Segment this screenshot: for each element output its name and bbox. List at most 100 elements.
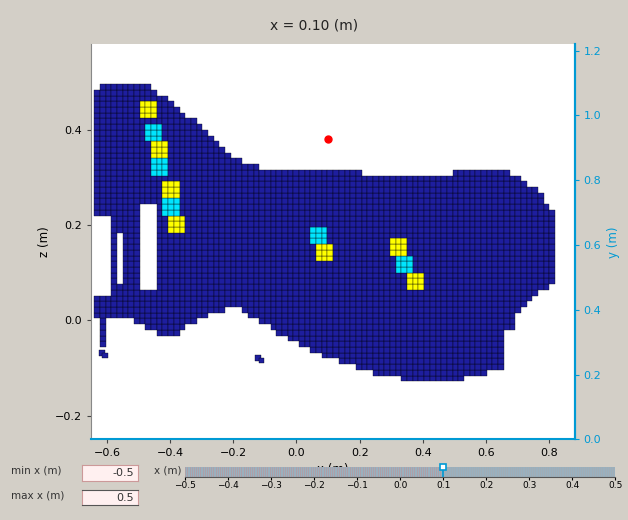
Bar [282,216,288,222]
Bar [242,187,248,193]
Bar [458,199,464,204]
Bar [464,181,470,187]
Bar [475,273,481,279]
Bar [271,324,276,330]
Bar [316,307,322,313]
Bar [140,119,146,124]
Bar [259,239,265,244]
Bar [163,147,168,153]
Bar [396,267,401,273]
Bar [362,181,367,187]
Bar [128,130,134,136]
Bar [316,222,322,227]
Bar [180,267,185,273]
Bar [310,267,316,273]
Bar [293,239,299,244]
Bar [271,170,276,176]
Bar [509,262,515,267]
Bar [379,222,384,227]
Bar [533,284,538,290]
Bar [424,187,430,193]
Bar [94,107,100,113]
Bar [180,193,185,199]
Bar [527,273,533,279]
Bar [356,204,362,210]
Bar [94,141,100,147]
Bar [430,193,436,199]
Bar [407,204,413,210]
Bar [470,222,475,227]
Bar [197,222,202,227]
Bar [157,301,163,307]
Bar [436,375,441,381]
Bar [310,318,316,324]
Bar [276,295,282,301]
Bar [197,250,202,256]
Bar [356,262,362,267]
Bar [242,244,248,250]
Bar [458,358,464,364]
Bar [470,358,475,364]
Bar [418,187,424,193]
Bar [225,181,230,187]
Bar [390,313,396,318]
Bar [424,324,430,330]
Bar [527,290,533,295]
Bar [185,307,191,313]
Bar [453,284,458,290]
Bar [492,210,498,216]
Bar [163,141,168,147]
Bar [447,370,453,375]
Bar [487,181,492,187]
Bar [168,273,174,279]
Bar [128,119,134,124]
Bar [407,284,413,290]
Bar [185,313,191,318]
Bar [390,364,396,370]
Bar [396,193,401,199]
Bar [254,216,259,222]
Bar [151,170,157,176]
Bar [515,187,521,193]
Bar [276,216,282,222]
Bar [447,267,453,273]
Bar [436,370,441,375]
Bar [407,307,413,313]
Bar [418,290,424,295]
Bar [384,239,390,244]
Bar [140,307,146,313]
Bar [538,210,544,216]
Bar [202,244,208,250]
Bar [185,318,191,324]
Bar [140,153,146,159]
Bar [367,353,373,358]
Bar [396,176,401,181]
Bar [487,295,492,301]
Bar [122,153,128,159]
Bar [430,330,436,335]
Bar [379,295,384,301]
Bar [100,136,106,141]
Bar [128,90,134,96]
Bar [407,176,413,181]
Bar [305,216,310,222]
Bar [168,295,174,301]
Bar [111,170,117,176]
Bar [202,279,208,284]
Bar [401,187,407,193]
Bar [310,307,316,313]
Bar [225,153,230,159]
Bar [447,227,453,233]
Bar [146,318,151,324]
Bar [333,273,339,279]
Bar [100,330,106,335]
Bar [174,124,180,130]
Bar [550,273,555,279]
Bar [100,153,106,159]
Bar [538,256,544,262]
Bar [424,313,430,318]
Bar [254,256,259,262]
Bar [299,301,305,307]
Bar [436,204,441,210]
Bar [533,227,538,233]
